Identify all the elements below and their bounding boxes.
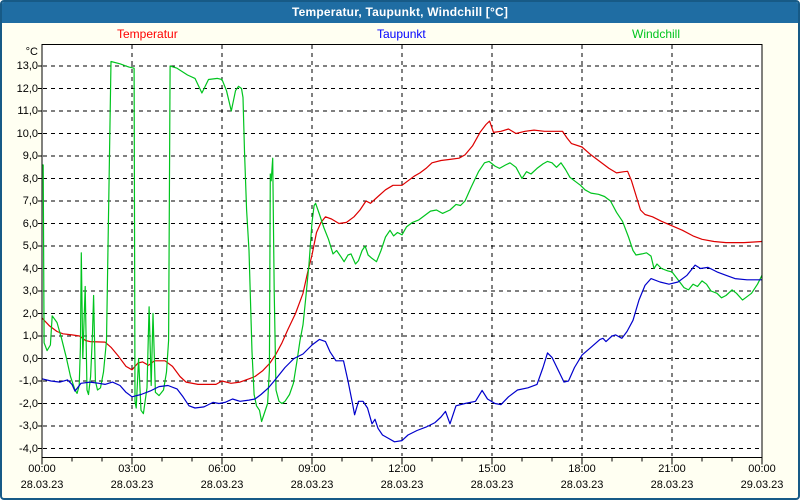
x-tick-time: 21:00 — [658, 463, 686, 475]
y-tick-label: -4,0 — [19, 442, 38, 455]
x-tick-time: 00:00 — [748, 463, 776, 475]
legend-taupunkt: Taupunkt — [377, 27, 426, 41]
y-axis-unit: °C — [25, 46, 38, 58]
y-tick-label: -2,0 — [19, 397, 38, 410]
x-tick-time: 12:00 — [388, 463, 416, 475]
x-tick-date: 28.03.23 — [650, 479, 694, 491]
x-tick-date: 29.03.23 — [740, 479, 784, 491]
x-tick-date: 28.03.23 — [380, 479, 424, 491]
x-tick-date: 28.03.23 — [290, 479, 334, 491]
y-tick-label: 0,0 — [22, 352, 38, 365]
x-tick-date: 28.03.23 — [560, 479, 604, 491]
y-tick-label: 8,0 — [22, 172, 38, 185]
y-tick-label: 1,0 — [22, 330, 38, 342]
legend-windchill: Windchill — [632, 27, 681, 41]
y-tick-label: 9,0 — [22, 150, 38, 162]
y-tick-label: 6,0 — [22, 217, 38, 230]
y-tick-label: 2,0 — [22, 307, 38, 320]
chart-canvas — [38, 44, 763, 465]
y-tick-label: 7,0 — [22, 195, 38, 207]
y-tick-label: 10,0 — [16, 127, 38, 140]
x-tick-time: 15:00 — [478, 463, 506, 475]
series-temperatur — [41, 120, 763, 385]
x-tick-date: 28.03.23 — [470, 479, 514, 491]
y-tick-label: 12,0 — [16, 82, 38, 95]
x-tick-time: 18:00 — [568, 463, 596, 475]
y-tick-label: 4,0 — [22, 262, 38, 275]
legend-temperatur: Temperatur — [117, 27, 178, 41]
x-tick-date: 28.03.23 — [110, 479, 154, 491]
y-tick-label: 3,0 — [22, 285, 38, 297]
x-tick-time: 00:00 — [28, 463, 56, 475]
y-tick-label: -1,0 — [19, 375, 38, 387]
x-tick-time: 09:00 — [298, 463, 326, 475]
x-tick-time: 06:00 — [208, 463, 236, 475]
y-tick-label: -3,0 — [19, 420, 38, 432]
x-tick-time: 03:00 — [118, 463, 146, 475]
x-tick-date: 28.03.23 — [20, 479, 64, 491]
x-tick-date: 28.03.23 — [200, 479, 244, 491]
window-title: Temperatur, Taupunkt, Windchill [°C] — [2, 2, 798, 23]
series-windchill — [42, 60, 763, 423]
y-tick-label: 5,0 — [22, 240, 38, 252]
y-tick-label: 13,0 — [16, 60, 38, 72]
series-taupunkt — [41, 264, 762, 443]
y-tick-label: 11,0 — [17, 105, 38, 117]
